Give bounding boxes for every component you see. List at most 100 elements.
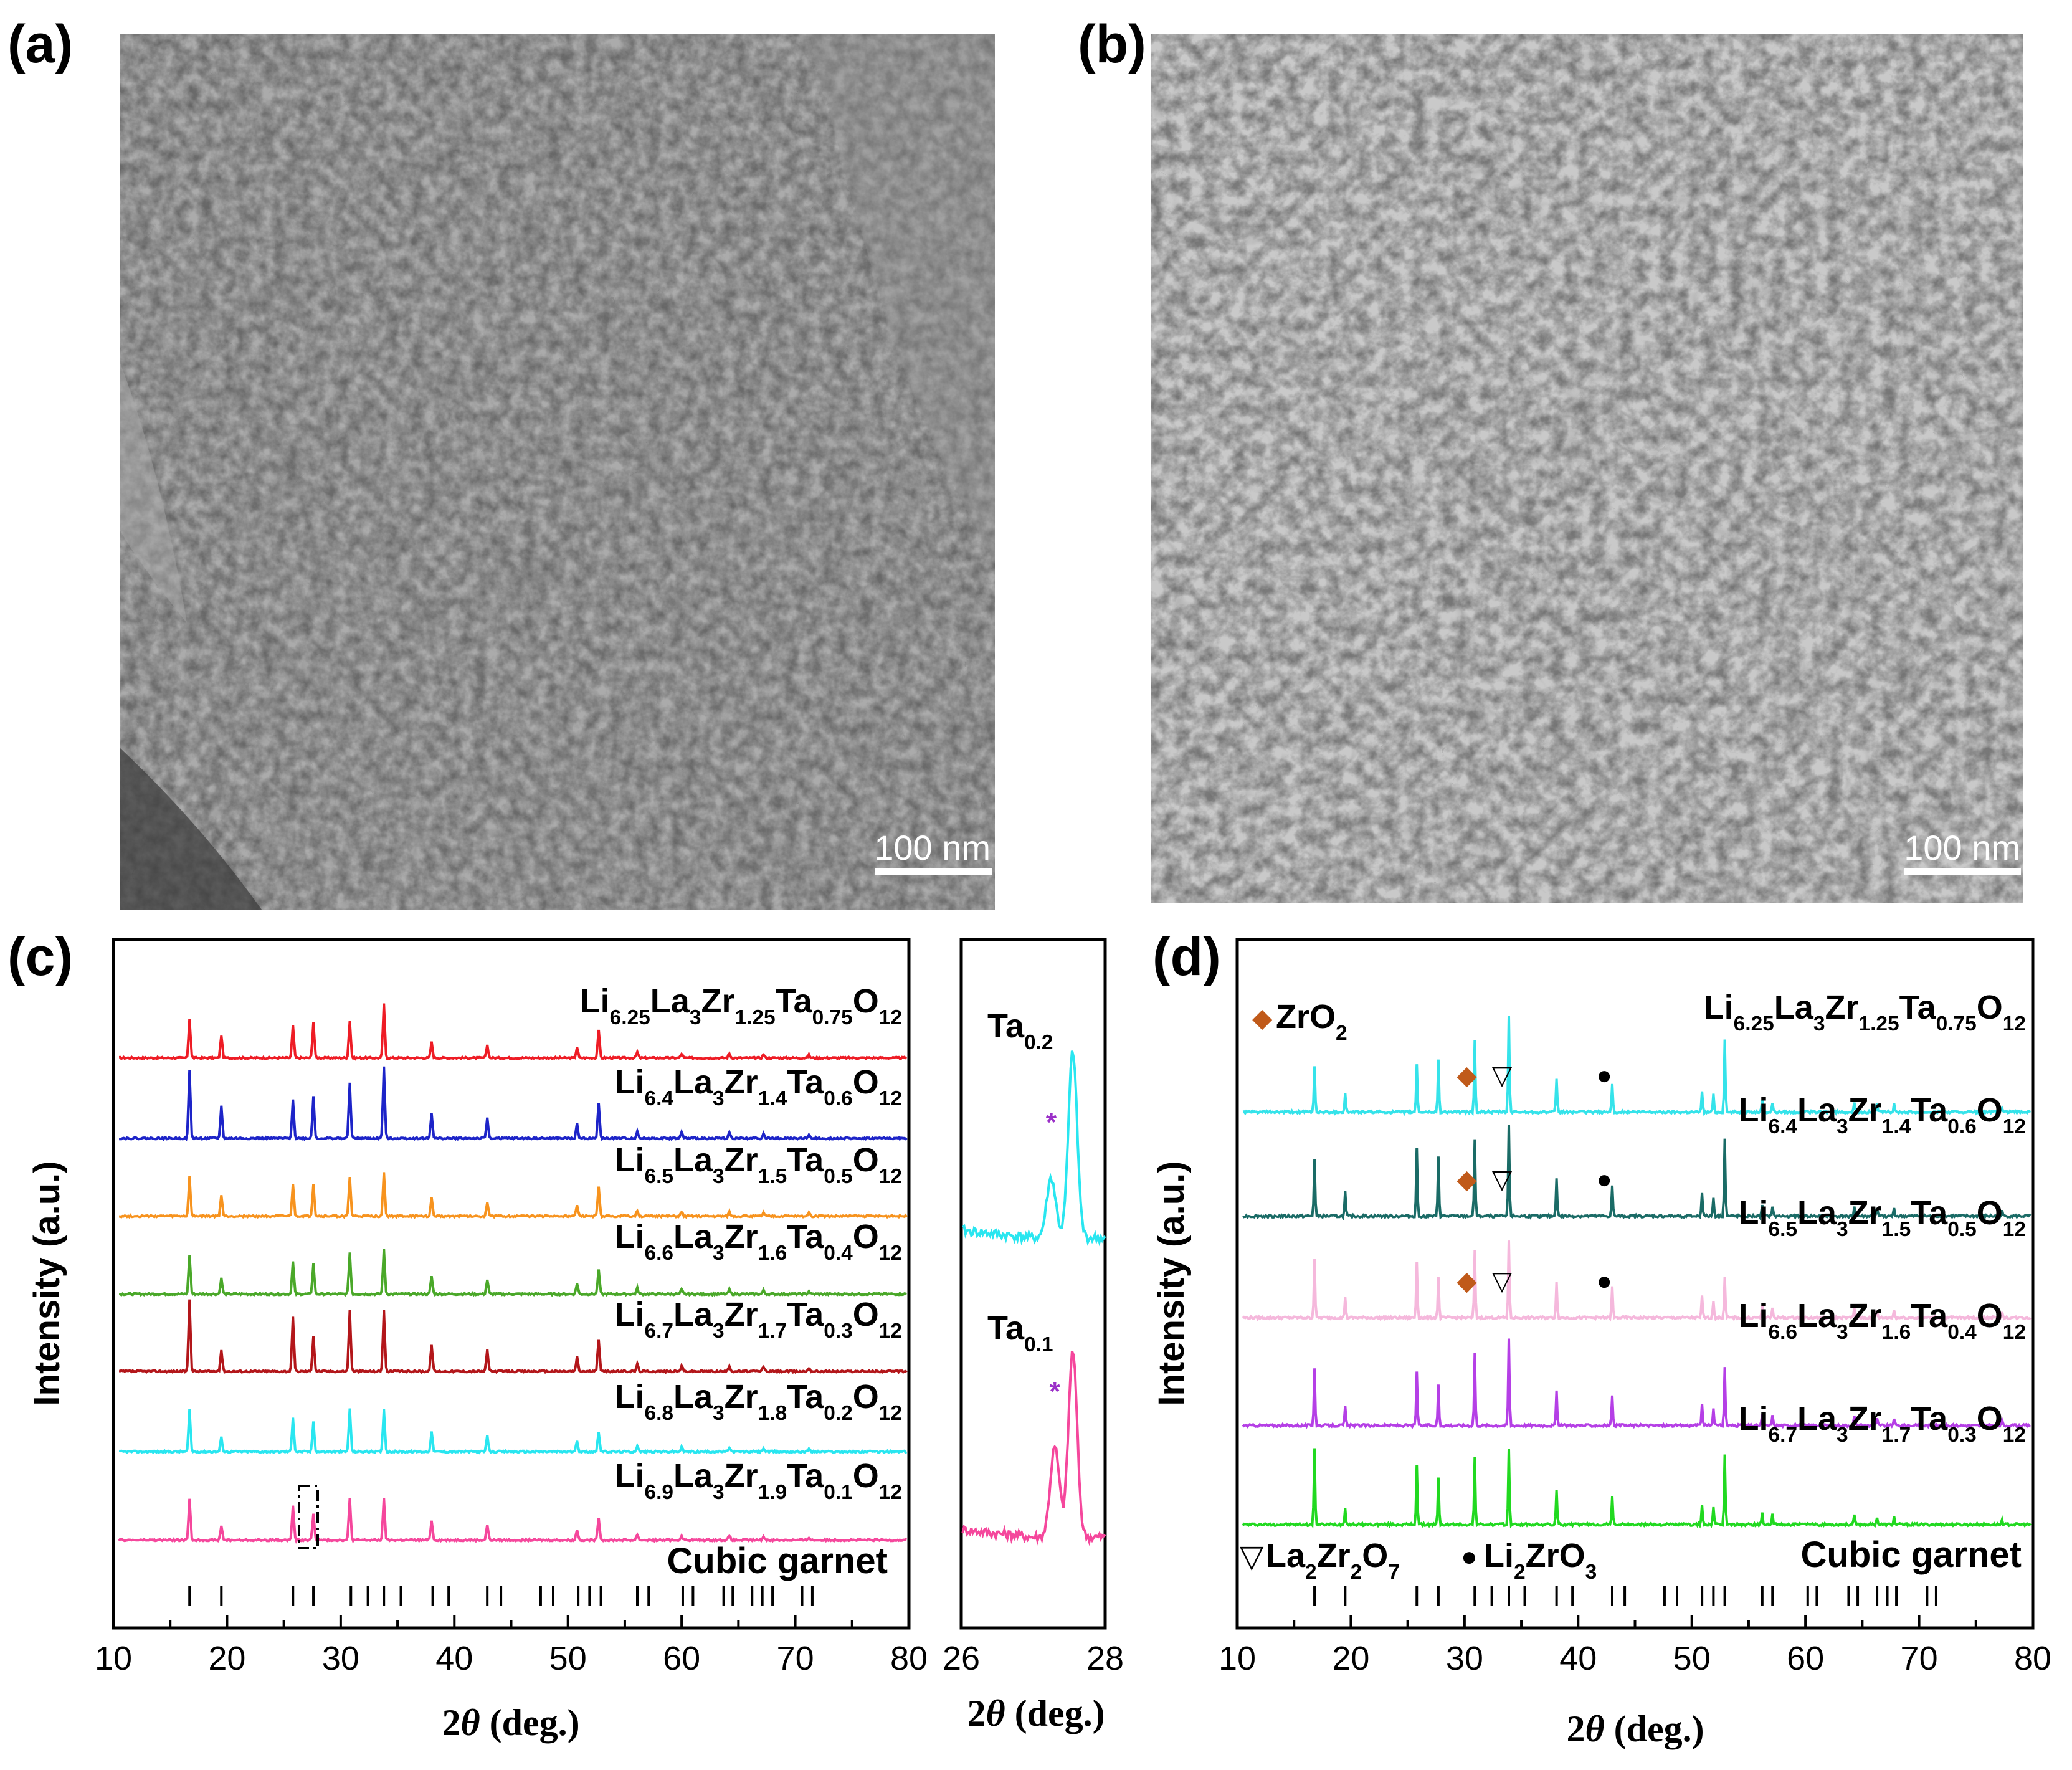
label-part: 1.7	[1882, 1424, 1911, 1447]
label-part: La	[1774, 989, 1814, 1026]
xlabel-suffix: (deg.)	[1605, 1708, 1704, 1749]
axis-tick-label-c: 10	[95, 1640, 132, 1677]
label-part: O	[1362, 1537, 1388, 1574]
impurity-marker-zro2: ◆	[1457, 1266, 1477, 1295]
xrd-series-line-d	[1242, 1448, 2032, 1529]
series-label-c: Li6.9La3Zr1.9Ta0.1O12	[614, 1457, 902, 1504]
label-part: O	[853, 983, 879, 1020]
axis-tick-label-c: 20	[208, 1640, 245, 1677]
impurity-marker-li2zro3: ●	[1597, 1060, 1612, 1090]
inset-frame	[959, 938, 1107, 1630]
label-part: 0.5	[824, 1165, 853, 1188]
plot-c-ylabel: Intensity (a.u.)	[27, 1161, 67, 1406]
legend-la2zr2o7-label: La2Zr2O7	[1266, 1537, 1400, 1584]
label-part: Ta	[787, 1218, 824, 1255]
inset-shoulder-marker: *	[1050, 1376, 1061, 1407]
label-part: 3	[713, 1320, 725, 1343]
label-part: Zr	[725, 1063, 758, 1101]
legend-li2zro3-label: Li2ZrO3	[1484, 1537, 1597, 1584]
label-part: 12	[2003, 1321, 2026, 1344]
label-part: 3	[1813, 1012, 1825, 1035]
label-part: 6.9	[644, 1481, 673, 1504]
axis-tick-label-c: 70	[777, 1640, 814, 1677]
label-part: 12	[879, 1481, 902, 1504]
label-part: Li	[1738, 1092, 1768, 1129]
axis-tick-label-d: 70	[1901, 1640, 1938, 1677]
series-label-d: Li6.25La3Zr1.25Ta0.75O12	[1704, 989, 2026, 1035]
impurity-marker-zro2: ◆	[1457, 1164, 1477, 1194]
label-part: Zr	[725, 1141, 758, 1179]
inset-series-label: Ta0.1	[987, 1310, 1053, 1356]
label-part: Li	[614, 1378, 644, 1416]
label-part: 3	[713, 1242, 725, 1265]
label-part: Li	[1738, 1194, 1768, 1232]
label-part: O	[853, 1141, 879, 1179]
xrd-series-line-d	[1242, 1240, 2032, 1323]
label-part: 12	[879, 1165, 902, 1188]
label-part: 6.6	[644, 1242, 673, 1265]
label-part: Zr	[725, 1218, 758, 1255]
label-part: Ta	[1911, 1400, 1948, 1437]
label-part: Li	[614, 1296, 644, 1333]
series-label-c: Li6.4La3Zr1.4Ta0.6O12	[614, 1063, 902, 1110]
label-part: 3	[1837, 1218, 1848, 1241]
label-part: La	[673, 1378, 713, 1416]
xlabel-theta: θ	[986, 1693, 1005, 1734]
label-part: 3	[713, 1481, 725, 1504]
inset-axis-tick-label: 26	[943, 1640, 980, 1677]
scale-bar-label-b: 100 nm	[1904, 828, 2020, 867]
label-part: 1.6	[1882, 1321, 1911, 1344]
label-part: 12	[2003, 1218, 2026, 1241]
xlabel-prefix: 2	[1566, 1708, 1585, 1749]
label-part: 0.1	[1024, 1333, 1053, 1356]
xlabel-suffix: (deg.)	[480, 1702, 580, 1743]
label-part: Ta	[1899, 989, 1937, 1026]
plot-d-ref-label: Cubic garnet	[1801, 1534, 2022, 1575]
label-part: 6.7	[644, 1320, 673, 1343]
label-part: Zr	[1848, 1092, 1882, 1129]
xrd-inset-line	[961, 1351, 1106, 1546]
label-part: La	[1797, 1400, 1837, 1437]
label-part: 3	[690, 1006, 701, 1029]
impurity-marker-la2zr2o7: ▽	[1492, 1164, 1513, 1194]
label-part: 3	[1837, 1321, 1848, 1344]
label-part: Ta	[787, 1378, 824, 1416]
label-part: Ta	[1911, 1194, 1948, 1232]
xrd-series-line-c	[119, 1066, 908, 1141]
label-part: Zr	[1848, 1400, 1882, 1437]
axis-tick-label-c: 80	[890, 1640, 928, 1677]
label-part: 6.4	[644, 1087, 673, 1110]
xlabel-prefix: 2	[442, 1702, 460, 1743]
label-part: 0.2	[824, 1402, 853, 1425]
plot-c-xlabel: 2θ (deg.)	[442, 1702, 579, 1743]
label-part: 0.1	[824, 1481, 853, 1504]
label-part: 1.4	[1882, 1115, 1911, 1138]
xlabel-theta: θ	[1585, 1708, 1604, 1749]
impurity-marker-la2zr2o7: ▽	[1492, 1266, 1513, 1295]
xrd-series-line-c	[118, 1249, 907, 1297]
axis-tick-label-d: 60	[1787, 1640, 1824, 1677]
series-label-c: Li6.8La3Zr1.8Ta0.2O12	[614, 1378, 902, 1425]
label-part: Li	[614, 1141, 644, 1179]
label-part: La	[673, 1141, 713, 1179]
axis-tick-label-c: 40	[435, 1640, 473, 1677]
label-part: 0.4	[824, 1242, 853, 1265]
label-part: 0.5	[1947, 1218, 1977, 1241]
axis-tick-label-d: 10	[1219, 1640, 1256, 1677]
label-part: 3	[1837, 1424, 1848, 1447]
label-part: Ta	[1911, 1092, 1948, 1129]
label-part: ZrO	[1276, 998, 1336, 1035]
label-part: 12	[2003, 1115, 2026, 1138]
label-part: Li	[1484, 1537, 1514, 1574]
label-part: 6.25	[610, 1006, 650, 1029]
label-part: 6.5	[644, 1165, 673, 1188]
label-part: Li	[1704, 989, 1734, 1026]
label-part: Li	[580, 983, 610, 1020]
impurity-marker-la2zr2o7: ▽	[1492, 1060, 1513, 1090]
xrd-series-line-c	[118, 1299, 908, 1374]
label-part: 3	[1585, 1561, 1597, 1584]
label-part: Zr	[1848, 1194, 1882, 1232]
impurity-marker-li2zro3: ●	[1597, 1164, 1612, 1194]
sem-panel-b: 100 nm	[1151, 34, 2023, 903]
xrd-inset-line	[962, 1050, 1106, 1247]
